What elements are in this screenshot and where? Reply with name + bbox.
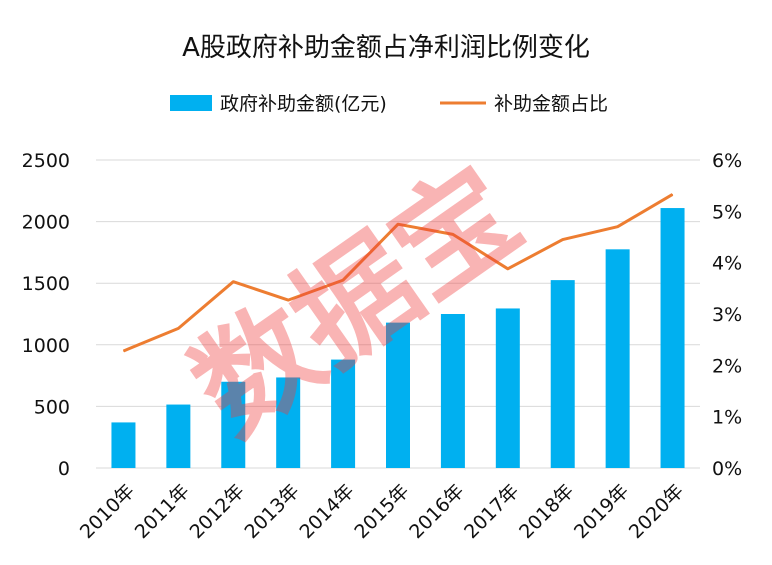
line-point	[122, 350, 124, 352]
legend-swatch-bar	[170, 95, 212, 111]
line-point	[177, 327, 179, 329]
left-tick-label: 1500	[22, 273, 70, 295]
right-y-axis: 0% 1% 2% 3% 4% 5% 6%	[712, 150, 742, 480]
line-point	[342, 279, 344, 281]
x-tick-label: 2016年	[405, 480, 468, 543]
right-tick-label: 1%	[712, 407, 742, 429]
x-tick-label: 2018年	[515, 480, 578, 543]
x-tick-label: 2017年	[460, 480, 523, 543]
left-tick-label: 2000	[22, 212, 70, 234]
legend: 政府补助金额(亿元) 补助金额占比	[170, 93, 608, 115]
line-point	[232, 281, 234, 283]
line-point	[397, 223, 399, 225]
x-tick-label: 2013年	[241, 480, 304, 543]
line-point	[672, 193, 674, 195]
bar	[495, 308, 520, 468]
left-tick-label: 500	[34, 396, 70, 418]
x-tick-label: 2010年	[76, 480, 139, 543]
x-tick-label: 2014年	[295, 480, 358, 543]
bar	[331, 359, 356, 468]
right-tick-label: 4%	[712, 253, 742, 275]
left-y-axis: 0 500 1000 1500 2000 2500	[22, 150, 70, 480]
bar	[605, 249, 630, 468]
line-point	[287, 299, 289, 301]
right-tick-label: 0%	[712, 458, 742, 480]
right-tick-label: 6%	[712, 150, 742, 172]
bar	[550, 280, 575, 468]
legend-label-bar: 政府补助金额(亿元)	[220, 93, 387, 115]
bar	[221, 381, 246, 468]
line-series	[122, 193, 674, 353]
chart-title: A股政府补助金额占净利润比例变化	[182, 33, 590, 63]
x-tick-label: 2020年	[625, 480, 688, 543]
right-tick-label: 3%	[712, 304, 742, 326]
right-tick-label: 5%	[712, 201, 742, 223]
line-point	[562, 239, 564, 241]
line-point	[617, 226, 619, 228]
legend-label-line: 补助金额占比	[494, 93, 608, 115]
x-tick-label: 2015年	[350, 480, 413, 543]
x-axis: 2010年2011年2012年2013年2014年2015年2016年2017年…	[76, 480, 688, 543]
line-point	[507, 268, 509, 270]
bar	[386, 322, 410, 468]
x-tick-label: 2011年	[131, 480, 194, 543]
left-tick-label: 1000	[22, 335, 70, 357]
line-point	[452, 233, 454, 235]
bar	[440, 314, 465, 468]
bar	[660, 208, 685, 468]
left-tick-label: 0	[58, 458, 70, 480]
x-tick-label: 2012年	[186, 480, 249, 543]
left-tick-label: 2500	[22, 150, 70, 172]
bar	[111, 422, 136, 468]
right-tick-label: 2%	[712, 355, 742, 377]
bar	[276, 377, 301, 468]
bar	[166, 404, 191, 468]
x-tick-label: 2019年	[570, 480, 633, 543]
watermark: 数据宝	[169, 142, 544, 462]
bar-series	[111, 208, 685, 468]
